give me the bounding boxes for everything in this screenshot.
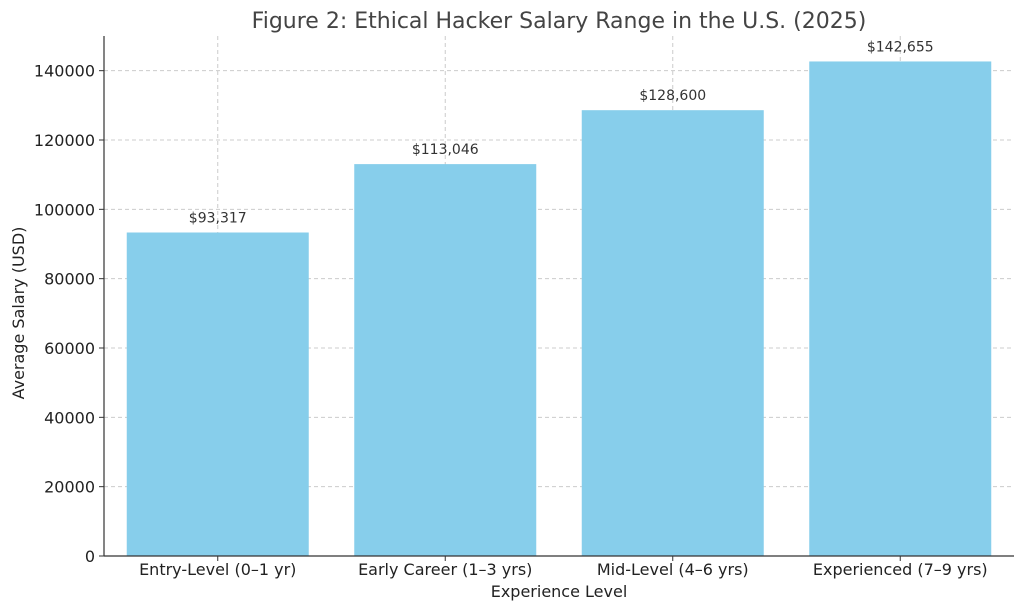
bar: [126, 232, 309, 556]
x-tick-label: Mid-Level (4–6 yrs): [597, 560, 749, 579]
bars: [126, 61, 992, 557]
bar: [354, 164, 537, 557]
y-tick-label: 60000: [44, 339, 95, 358]
bar: [809, 61, 992, 556]
bar-value-labels: $93,317 $113,046 $128,600 $142,655: [189, 39, 934, 226]
x-tick-label: Experienced (7–9 yrs): [813, 560, 988, 579]
y-tick-label: 0: [85, 547, 95, 566]
y-tick-label: 40000: [44, 408, 95, 427]
x-tick-label: Entry-Level (0–1 yr): [139, 560, 296, 579]
axes: [103, 36, 1014, 557]
y-axis-label: Average Salary (USD): [9, 227, 28, 400]
x-axis-label: Experience Level: [491, 582, 628, 601]
y-axis-ticks: 0 20000 40000 60000 80000 100000 120000 140000: [34, 62, 104, 566]
y-tick-label: 120000: [34, 131, 95, 150]
y-tick-label: 140000: [34, 62, 95, 81]
bar-value-label: $113,046: [412, 142, 479, 158]
chart-title: Figure 2: Ethical Hacker Salary Range in…: [252, 9, 867, 34]
y-tick-label: 80000: [44, 270, 95, 289]
bar-value-label: $93,317: [189, 211, 247, 227]
y-tick-label: 20000: [44, 478, 95, 497]
bar-value-label: $128,600: [639, 88, 706, 104]
bar-value-label: $142,655: [867, 39, 934, 55]
x-axis-ticks: Entry-Level (0–1 yr) Early Career (1–3 yr…: [139, 556, 988, 579]
bar: [581, 110, 764, 556]
y-tick-label: 100000: [34, 200, 95, 219]
x-tick-label: Early Career (1–3 yrs): [358, 560, 532, 579]
